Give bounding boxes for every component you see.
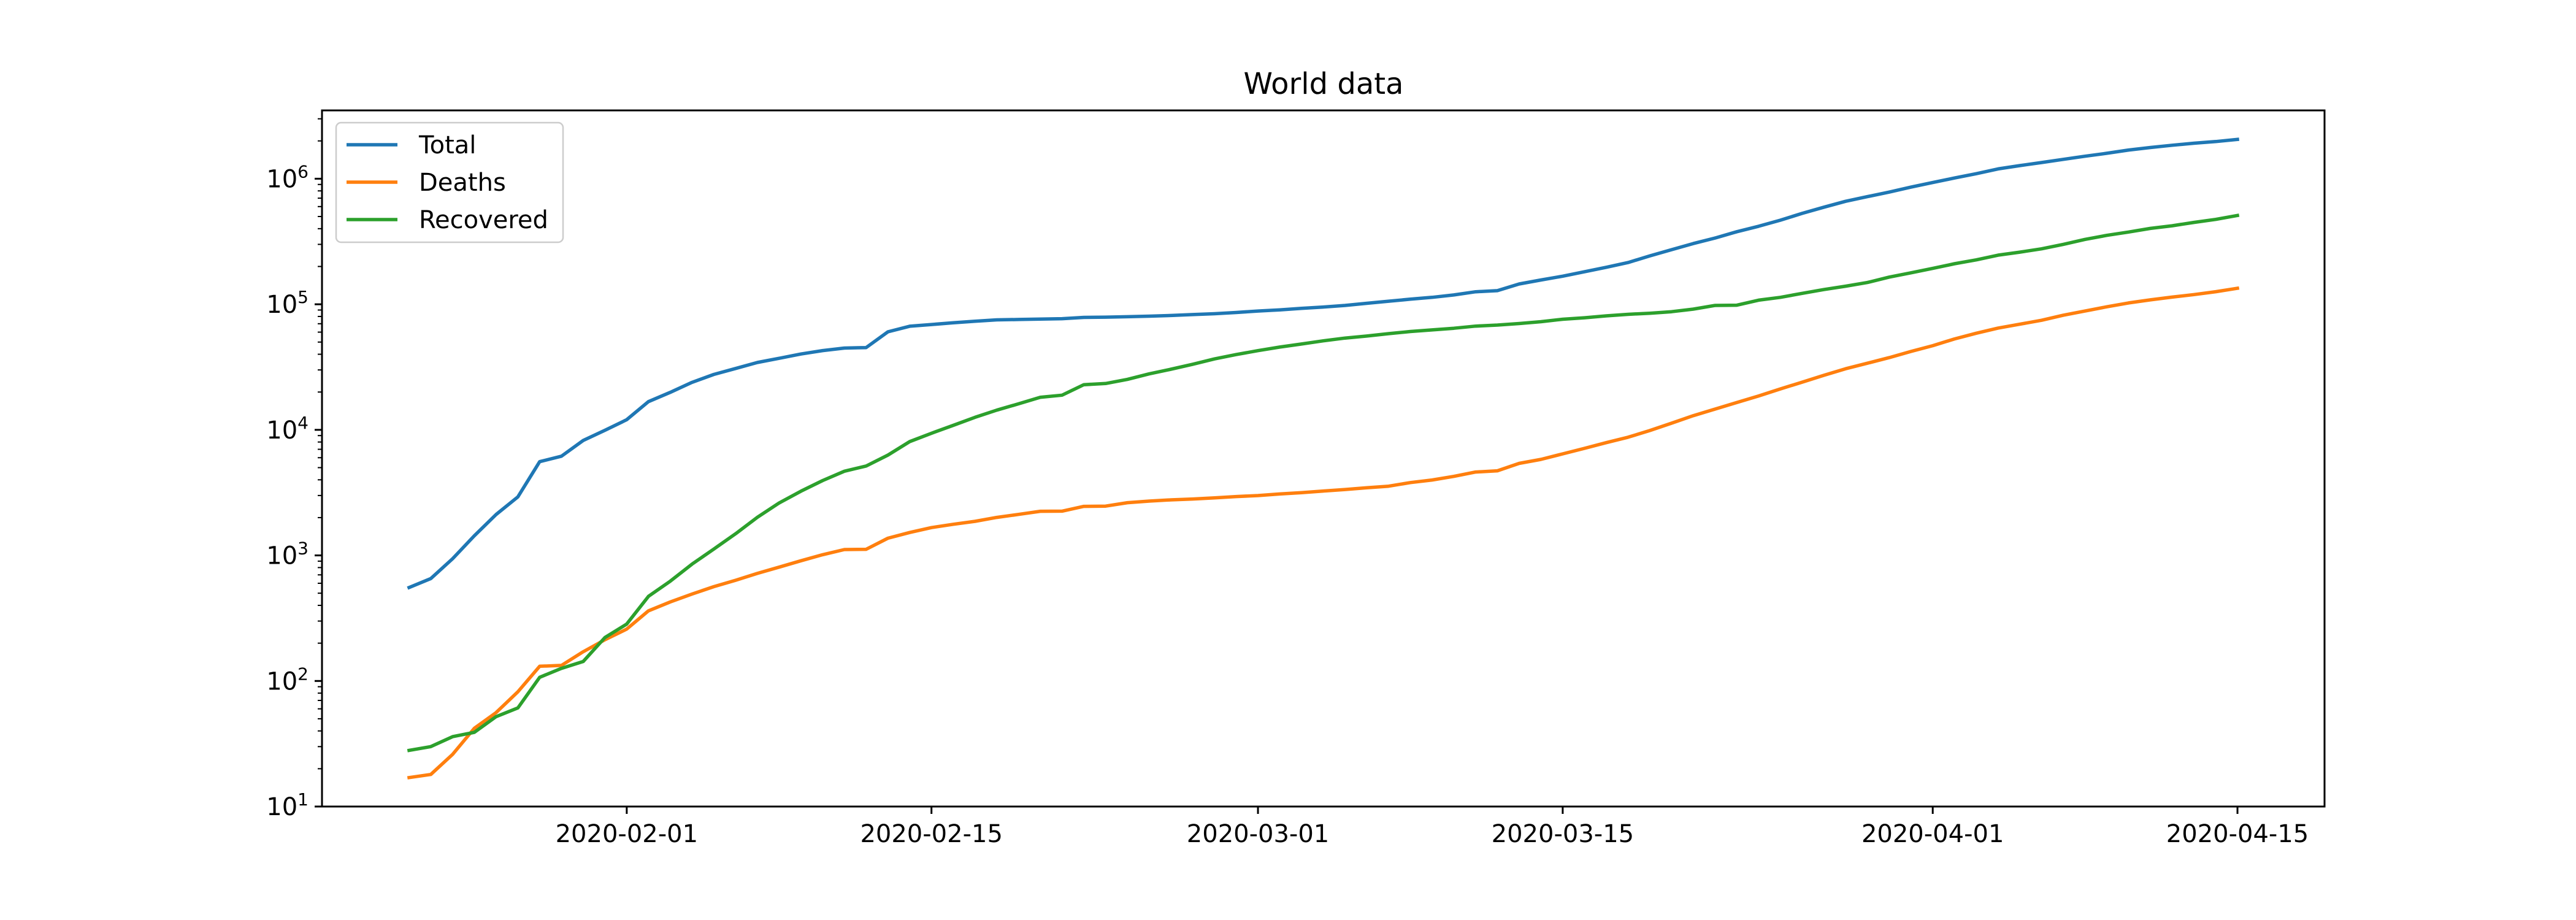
legend-box [335, 121, 564, 243]
y-tick-base: 10 [266, 291, 297, 319]
x-tick-label: 2020-02-15 [860, 820, 1002, 848]
y-tick-exponent: 6 [297, 161, 309, 182]
y-tick-exponent: 3 [297, 539, 309, 559]
y-tick-label: 102 [266, 664, 309, 696]
y-tick-label: 101 [266, 789, 309, 821]
y-tick-label: 104 [266, 413, 309, 445]
series-line-recovered [407, 213, 2240, 753]
y-tick-label: 106 [266, 161, 309, 193]
y-tick-base: 10 [266, 165, 297, 193]
y-tick-exponent: 2 [297, 664, 309, 684]
x-tick-label: 2020-04-15 [2166, 820, 2309, 848]
y-tick-label: 103 [266, 539, 309, 570]
x-axis: 2020-02-01 2020-02-15 2020-03-01 2020-03-15… [556, 807, 2309, 848]
y-tick-exponent: 5 [297, 287, 309, 307]
y-tick-base: 10 [266, 416, 297, 445]
legend-label-total: Total [418, 131, 476, 159]
y-tick-base: 10 [266, 793, 297, 821]
y-tick-base: 10 [266, 542, 297, 570]
series-line-total [407, 137, 2240, 590]
series-line-deaths [407, 286, 2240, 780]
x-tick-label: 2020-03-01 [1187, 820, 1329, 848]
legend-label-recovered: Recovered [419, 206, 548, 234]
y-tick-label: 105 [266, 287, 309, 319]
legend-label-deaths: Deaths [419, 169, 506, 197]
plot-lines [407, 137, 2240, 780]
chart-title: World data [1244, 67, 1404, 101]
x-tick-label: 2020-03-15 [1492, 820, 1634, 848]
x-tick-label: 2020-02-01 [556, 820, 698, 848]
y-tick-exponent: 4 [297, 413, 309, 433]
y-tick-base: 10 [266, 667, 297, 696]
x-tick-label: 2020-04-01 [1861, 820, 2004, 848]
y-tick-exponent: 1 [297, 789, 309, 810]
plot-area-frame [321, 109, 2326, 808]
legend: Total Deaths Recovered [335, 121, 564, 243]
